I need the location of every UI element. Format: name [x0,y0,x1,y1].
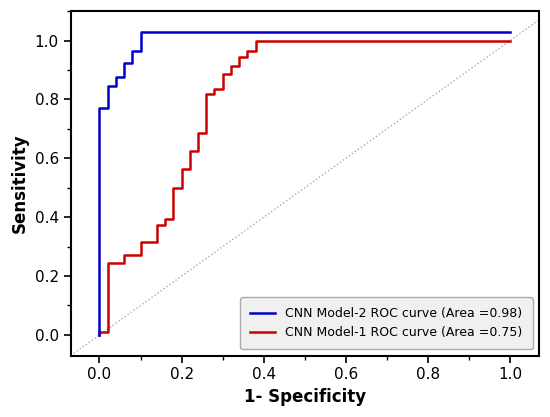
CNN Model-1 ROC curve (Area =0.75) [186,148,193,153]
CNN Model-1 ROC curve (Area =0.75) [277,38,283,43]
CNN Model-2 ROC curve (Area =0.98) [129,60,136,65]
Line: CNN Model-2 ROC curve (Area =0.98): CNN Model-2 ROC curve (Area =0.98) [100,32,510,335]
CNN Model-1 ROC curve (Area =0.75) [121,260,128,265]
Y-axis label: Sensitivity: Sensitivity [11,133,29,233]
CNN Model-1 ROC curve (Area =0.75) [104,260,111,265]
CNN Model-1 ROC curve (Area =0.75) [104,329,111,334]
CNN Model-2 ROC curve (Area =0.98) [121,75,128,80]
CNN Model-1 ROC curve (Area =0.75) [203,131,210,136]
CNN Model-2 ROC curve (Area =0.98) [138,29,144,34]
CNN Model-1 ROC curve (Area =0.75) [219,87,226,92]
CNN Model-1 ROC curve (Area =0.75) [277,38,283,43]
CNN Model-2 ROC curve (Area =0.98) [138,48,144,53]
CNN Model-2 ROC curve (Area =0.98) [96,106,103,111]
CNN Model-2 ROC curve (Area =0.98) [96,332,103,337]
CNN Model-1 ROC curve (Area =0.75) [228,63,234,68]
CNN Model-2 ROC curve (Area =0.98) [113,84,119,89]
CNN Model-1 ROC curve (Area =0.75) [507,38,514,43]
CNN Model-1 ROC curve (Area =0.75) [138,253,144,258]
CNN Model-2 ROC curve (Area =0.98) [145,29,152,34]
CNN Model-2 ROC curve (Area =0.98) [121,60,128,65]
CNN Model-1 ROC curve (Area =0.75) [121,253,128,258]
CNN Model-2 ROC curve (Area =0.98) [129,48,136,53]
CNN Model-1 ROC curve (Area =0.75) [236,63,243,68]
CNN Model-1 ROC curve (Area =0.75) [186,166,193,171]
CNN Model-1 ROC curve (Area =0.75) [252,48,259,53]
CNN Model-1 ROC curve (Area =0.75) [153,222,160,227]
CNN Model-2 ROC curve (Area =0.98) [104,106,111,111]
CNN Model-1 ROC curve (Area =0.75) [244,54,251,59]
CNN Model-1 ROC curve (Area =0.75) [178,166,185,171]
CNN Model-1 ROC curve (Area =0.75) [96,332,103,337]
CNN Model-1 ROC curve (Area =0.75) [252,38,259,43]
CNN Model-1 ROC curve (Area =0.75) [261,38,267,43]
Legend: CNN Model-2 ROC curve (Area =0.98), CNN Model-1 ROC curve (Area =0.75): CNN Model-2 ROC curve (Area =0.98), CNN … [240,297,532,349]
CNN Model-1 ROC curve (Area =0.75) [170,216,177,221]
CNN Model-1 ROC curve (Area =0.75) [162,222,168,227]
CNN Model-1 ROC curve (Area =0.75) [219,72,226,77]
CNN Model-1 ROC curve (Area =0.75) [162,216,168,221]
CNN Model-1 ROC curve (Area =0.75) [138,240,144,245]
CNN Model-1 ROC curve (Area =0.75) [228,72,234,77]
CNN Model-1 ROC curve (Area =0.75) [195,148,201,153]
CNN Model-1 ROC curve (Area =0.75) [170,185,177,190]
CNN Model-1 ROC curve (Area =0.75) [153,240,160,245]
CNN Model-2 ROC curve (Area =0.98) [145,29,152,34]
CNN Model-1 ROC curve (Area =0.75) [203,91,210,96]
CNN Model-2 ROC curve (Area =0.98) [104,84,111,89]
CNN Model-1 ROC curve (Area =0.75) [178,185,185,190]
CNN Model-1 ROC curve (Area =0.75) [211,87,218,92]
CNN Model-2 ROC curve (Area =0.98) [113,75,119,80]
Line: CNN Model-1 ROC curve (Area =0.75): CNN Model-1 ROC curve (Area =0.75) [100,40,510,335]
X-axis label: 1- Specificity: 1- Specificity [244,388,366,406]
CNN Model-1 ROC curve (Area =0.75) [236,54,243,59]
CNN Model-1 ROC curve (Area =0.75) [244,48,251,53]
CNN Model-1 ROC curve (Area =0.75) [96,329,103,334]
CNN Model-2 ROC curve (Area =0.98) [507,29,514,34]
CNN Model-1 ROC curve (Area =0.75) [261,38,267,43]
CNN Model-1 ROC curve (Area =0.75) [211,91,218,96]
CNN Model-1 ROC curve (Area =0.75) [195,131,201,136]
